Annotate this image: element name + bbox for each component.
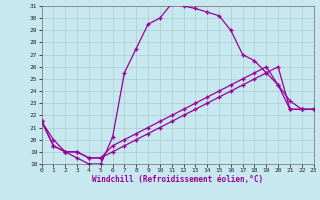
X-axis label: Windchill (Refroidissement éolien,°C): Windchill (Refroidissement éolien,°C) <box>92 175 263 184</box>
